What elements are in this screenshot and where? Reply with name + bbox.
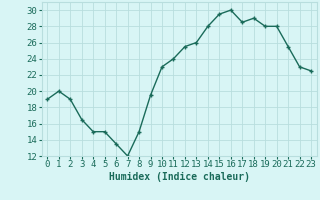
X-axis label: Humidex (Indice chaleur): Humidex (Indice chaleur) <box>109 172 250 182</box>
